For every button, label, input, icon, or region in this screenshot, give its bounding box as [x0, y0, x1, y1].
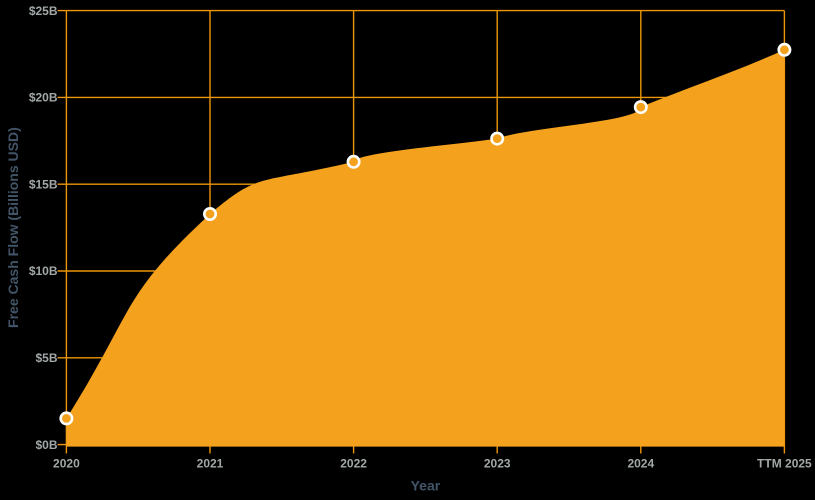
svg-text:$25B: $25B [29, 4, 58, 18]
svg-text:2023: 2023 [484, 457, 511, 471]
svg-text:2024: 2024 [627, 457, 654, 471]
svg-text:$20B: $20B [29, 91, 58, 105]
svg-text:TTM 2025: TTM 2025 [757, 457, 812, 471]
svg-text:2022: 2022 [340, 457, 367, 471]
svg-text:$15B: $15B [29, 177, 58, 191]
svg-text:2021: 2021 [197, 457, 224, 471]
svg-text:$0B: $0B [35, 438, 57, 452]
svg-text:Year: Year [411, 478, 441, 494]
svg-text:$10B: $10B [29, 264, 58, 278]
svg-text:2020: 2020 [53, 457, 80, 471]
svg-text:$5B: $5B [35, 351, 57, 365]
svg-text:Free Cash Flow (Billions USD): Free Cash Flow (Billions USD) [5, 127, 21, 328]
